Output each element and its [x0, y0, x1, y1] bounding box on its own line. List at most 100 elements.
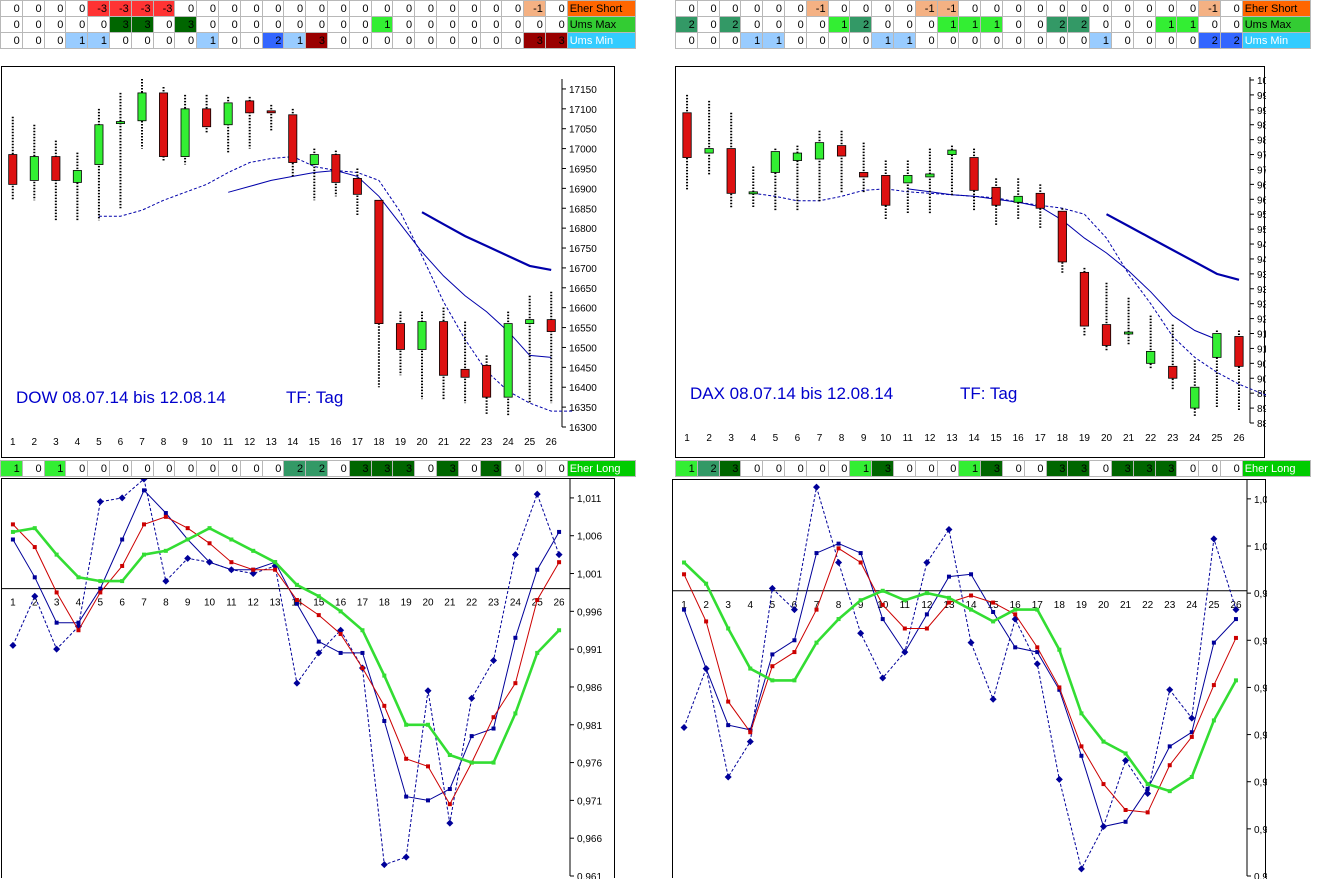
candle	[903, 160, 913, 215]
signal-cell: 3	[130, 16, 154, 33]
y-tick-label: 16900	[569, 184, 597, 195]
series-point	[120, 563, 125, 568]
series-point	[813, 483, 820, 491]
series-point	[704, 666, 709, 671]
y-tick-label: 16750	[569, 244, 597, 255]
x-tick-label: 8	[163, 598, 169, 609]
series-point	[491, 715, 496, 720]
series-point	[163, 548, 168, 553]
x-tick-label: 16	[1010, 600, 1022, 611]
series-point	[858, 560, 863, 565]
series-point	[1123, 819, 1128, 824]
signal-cell: 0	[108, 32, 132, 49]
signal-cell: 0	[152, 460, 176, 477]
signal-cell: 3	[1045, 460, 1069, 477]
x-tick-label: 17	[352, 437, 364, 448]
x-tick-label: 25	[524, 437, 536, 448]
x-tick-label: 8	[839, 433, 845, 444]
signal-cell: 0	[1023, 16, 1047, 33]
series-point	[1189, 734, 1194, 739]
series-point	[814, 551, 819, 556]
signal-cell: 0	[1176, 32, 1200, 49]
signal-cell: 0	[130, 460, 154, 477]
series-point	[184, 554, 192, 562]
candle-body	[29, 156, 39, 181]
signal-cell: 0	[21, 32, 45, 49]
x-tick-label: 7	[139, 437, 145, 448]
series-point	[946, 600, 951, 605]
candle-body	[1079, 271, 1090, 327]
y-tick-label: 1,006	[577, 532, 602, 543]
candle	[1035, 184, 1045, 230]
signal-row: 0 0 0 0 0 0 -1 0 0 0 0 -1 -1 0 0 0 0 0 0 0 0 0 0 0 -1 0 Eher Short	[675, 0, 1311, 17]
candle	[137, 79, 147, 149]
signal-cell: 0	[1001, 32, 1025, 49]
signal-cell: 0	[1001, 460, 1025, 477]
series-point	[447, 787, 452, 792]
candle	[836, 130, 847, 194]
series-point	[10, 522, 15, 527]
signal-cell: -3	[130, 0, 154, 17]
candle	[8, 116, 18, 201]
candle-body	[1190, 386, 1200, 409]
sma-dashed-line	[753, 188, 1284, 403]
signal-cell: 0	[217, 460, 241, 477]
series-point	[1079, 711, 1084, 716]
signal-cell: 0	[348, 16, 372, 33]
series-point	[768, 584, 776, 592]
series-point	[424, 687, 432, 695]
signal-cell: 2	[696, 460, 720, 477]
candle	[374, 199, 384, 388]
candle-body	[352, 178, 362, 195]
signal-cell: 1	[980, 16, 1003, 33]
signal-cell: 0	[348, 0, 372, 17]
signal-cell: 0	[696, 32, 720, 49]
x-tick-label: 9	[858, 600, 864, 611]
x-tick-label: 22	[1142, 600, 1154, 611]
candle	[482, 355, 492, 416]
x-tick-label: 10	[204, 598, 216, 609]
x-tick-label: 17	[1035, 433, 1047, 444]
sma-dashed-line	[98, 156, 573, 412]
y-tick-label: 9280	[1257, 300, 1266, 311]
candle	[1057, 208, 1067, 274]
x-tick-label: 24	[1186, 600, 1198, 611]
y-tick-label: 9480	[1257, 240, 1266, 251]
signal-cell: 0	[392, 16, 416, 33]
series-point	[31, 592, 39, 600]
series-point	[836, 541, 841, 546]
x-tick-label: 8	[161, 437, 167, 448]
series-point	[229, 537, 234, 542]
x-tick-label: 26	[546, 437, 558, 448]
candle-body	[460, 368, 470, 378]
series-point	[770, 678, 775, 683]
signal-cell: -1	[936, 0, 960, 17]
series-point	[1232, 606, 1240, 614]
y-tick-label: 9530	[1257, 225, 1266, 236]
x-tick-label: 2	[32, 437, 38, 448]
signal-cell: 1	[283, 32, 307, 49]
x-tick-label: 6	[119, 598, 125, 609]
candle-body	[72, 170, 82, 183]
series-point	[120, 537, 125, 542]
y-tick-label: 9030	[1257, 374, 1266, 385]
y-tick-label: 9880	[1257, 121, 1266, 132]
series-point	[1101, 739, 1106, 744]
signal-cell: 0	[936, 460, 960, 477]
candle-body	[991, 186, 1001, 206]
signal-cell: 0	[1110, 0, 1134, 17]
signal-cell: 0	[740, 0, 764, 17]
signal-cell: -1	[914, 0, 938, 17]
x-tick-label: 1	[10, 437, 16, 448]
series-point	[814, 640, 819, 645]
x-tick-label: 4	[747, 600, 753, 611]
signal-cell: 3	[718, 460, 742, 477]
series-point	[1167, 789, 1172, 794]
y-tick-label: 17050	[569, 125, 597, 136]
candle	[309, 148, 319, 201]
series-point	[118, 494, 126, 502]
x-tick-label: 6	[118, 437, 124, 448]
y-tick-label: 9080	[1257, 359, 1266, 370]
signal-cell: 0	[305, 0, 328, 17]
signal-cell: 1	[958, 460, 982, 477]
